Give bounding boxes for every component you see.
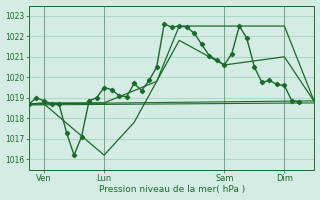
- X-axis label: Pression niveau de la mer( hPa ): Pression niveau de la mer( hPa ): [99, 185, 245, 194]
